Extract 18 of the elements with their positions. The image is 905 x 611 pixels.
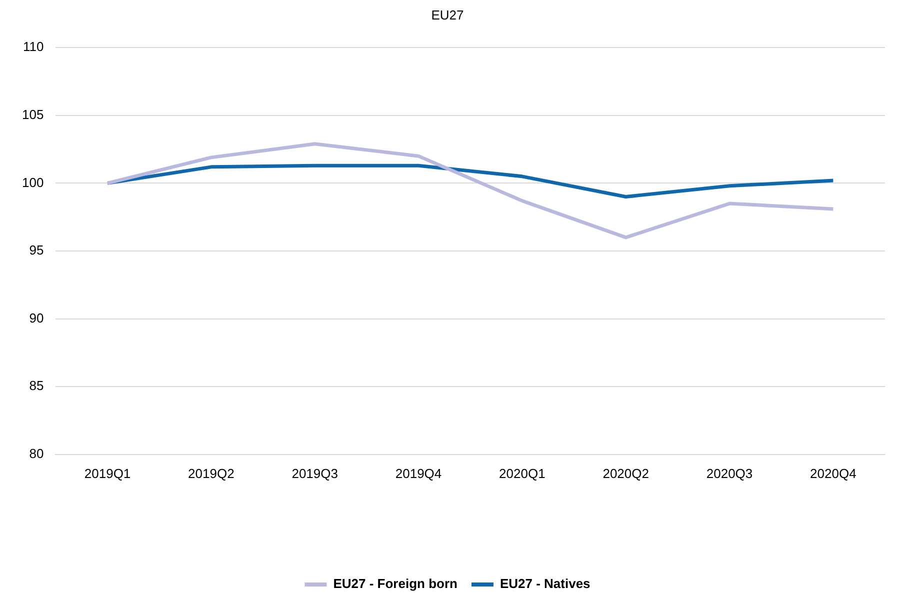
chart-title: EU27 [431, 7, 464, 22]
y-tick-label: 85 [29, 378, 44, 394]
x-tick-label: 2019Q1 [84, 466, 131, 481]
x-tick-label: 2019Q4 [395, 466, 442, 481]
legend-label: EU27 - Natives [500, 576, 590, 592]
y-tick-label: 110 [22, 39, 44, 54]
y-tick-label: 90 [29, 310, 44, 326]
x-tick-label: 2020Q4 [810, 466, 856, 481]
legend-label: EU27 - Foreign born [333, 576, 458, 592]
y-tick-label: 100 [22, 174, 44, 190]
x-tick-label: 2020Q2 [602, 466, 649, 481]
y-tick-label: 95 [29, 242, 44, 258]
x-tick-label: 2020Q3 [706, 466, 753, 481]
y-tick-label: 105 [22, 106, 44, 122]
x-tick-label: 2020Q1 [499, 466, 546, 481]
x-tick-label: 2019Q2 [188, 466, 234, 481]
y-tick-label: 80 [29, 446, 44, 461]
x-tick-label: 2019Q3 [292, 466, 338, 481]
